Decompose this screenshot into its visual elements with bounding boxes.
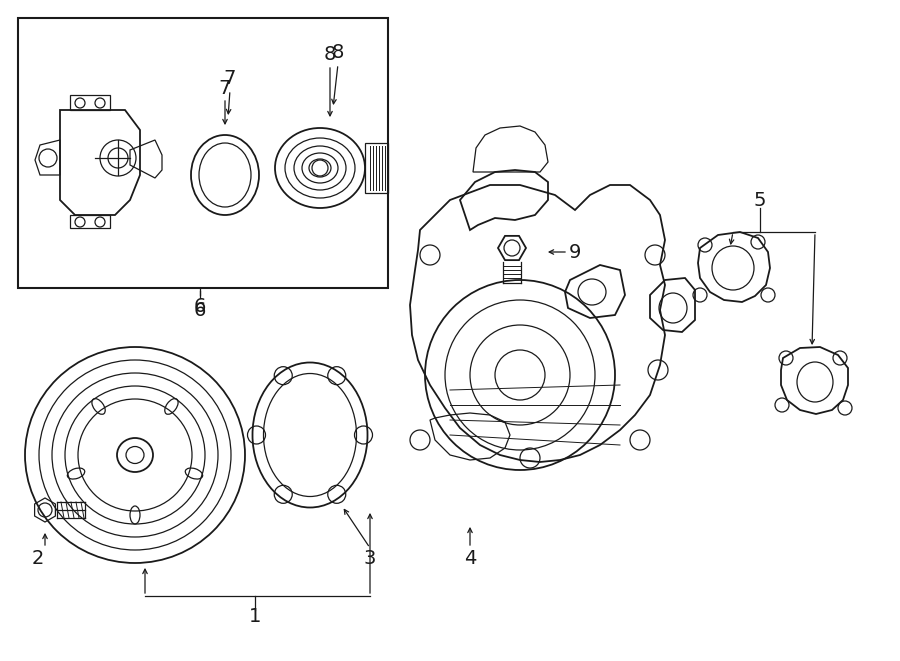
Text: 1: 1 [248,607,261,625]
Text: 6: 6 [194,301,206,319]
Bar [18,18,388,288]
Text: 9: 9 [569,243,581,262]
Text: 7: 7 [219,79,231,98]
Text: 8: 8 [332,42,344,61]
Text: 4: 4 [464,549,476,568]
Text: 7: 7 [224,69,236,87]
Text: 8: 8 [324,46,337,65]
Text: 2: 2 [32,549,44,568]
Text: 5: 5 [754,190,766,210]
Text: 6: 6 [194,297,206,315]
Text: 3: 3 [364,549,376,568]
